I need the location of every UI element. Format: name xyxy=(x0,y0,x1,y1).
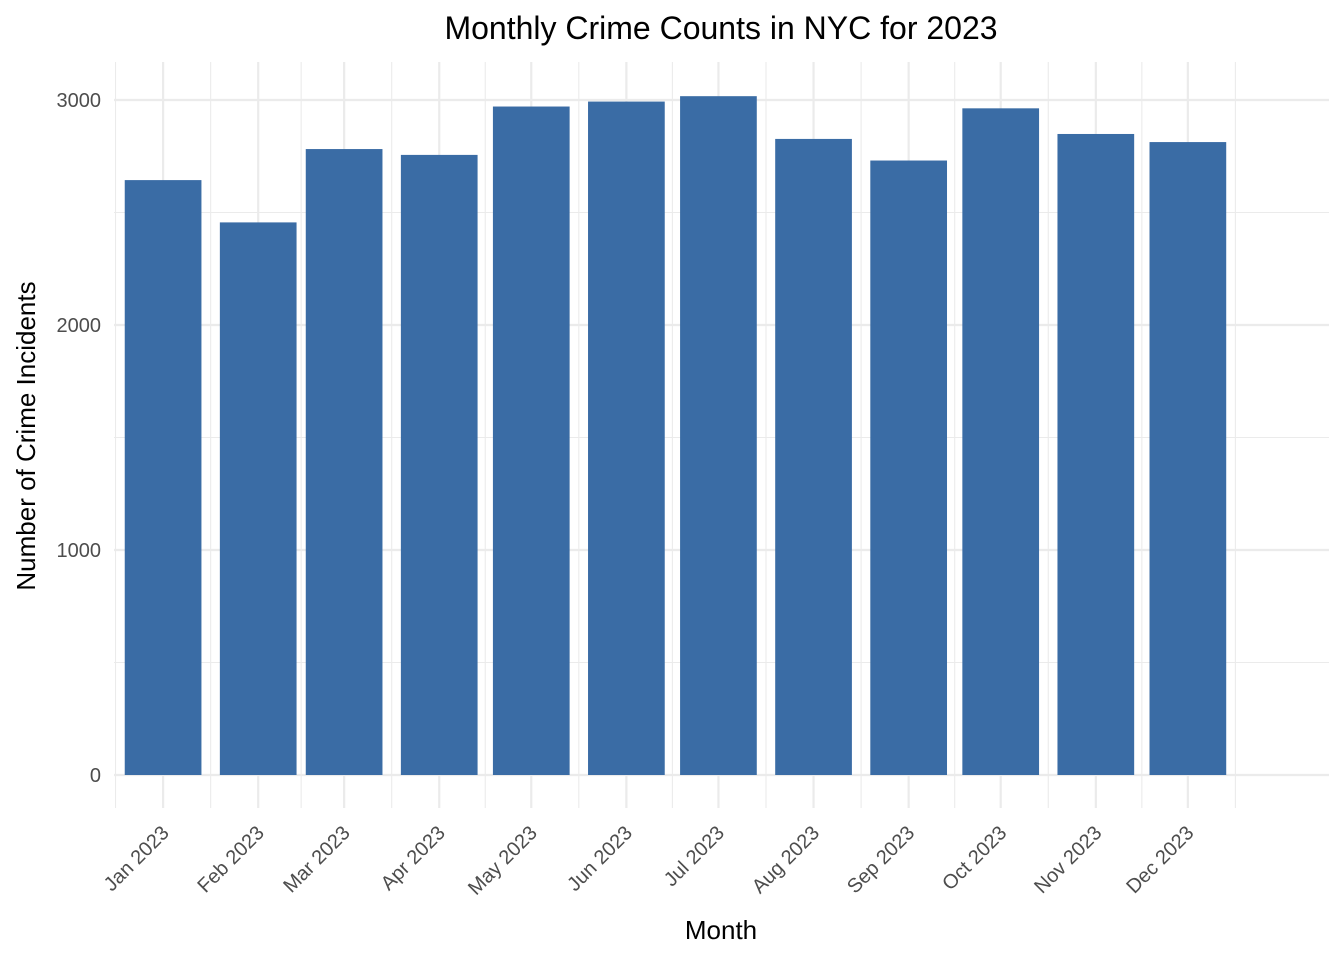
x-axis-tick-labels: Jan 2023 Feb 2023 Mar 2023 Apr 2023 May 2023… xyxy=(100,822,1199,900)
bars xyxy=(124,96,1227,776)
x-tick-label: Jan 2023 xyxy=(100,822,174,896)
bar-dec-2023 xyxy=(1149,142,1227,775)
bar-feb-2023 xyxy=(219,222,297,775)
y-tick-label: 1000 xyxy=(57,540,102,562)
bar-jan-2023 xyxy=(124,180,202,776)
bar-jul-2023 xyxy=(680,96,757,776)
x-tick-label: Jun 2023 xyxy=(563,822,637,896)
bar-aug-2023 xyxy=(775,138,852,776)
bar-may-2023 xyxy=(492,106,570,775)
bar-mar-2023 xyxy=(305,149,383,776)
x-tick-label: Feb 2023 xyxy=(193,822,268,897)
bar-oct-2023 xyxy=(962,108,1040,775)
bar-apr-2023 xyxy=(400,154,478,775)
x-tick-label: Oct 2023 xyxy=(938,822,1011,895)
x-tick-label: Jul 2023 xyxy=(660,822,729,891)
y-tick-label: 2000 xyxy=(57,315,102,337)
y-tick-label: 0 xyxy=(90,765,101,787)
x-axis-title: Month xyxy=(685,915,757,945)
x-tick-label: Apr 2023 xyxy=(377,822,450,895)
chart-title: Monthly Crime Counts in NYC for 2023 xyxy=(444,10,997,46)
x-tick-label: Dec 2023 xyxy=(1122,822,1198,898)
bar-nov-2023 xyxy=(1057,133,1135,776)
bar-jun-2023 xyxy=(588,101,665,775)
y-tick-label: 3000 xyxy=(57,90,102,112)
x-tick-label: Mar 2023 xyxy=(279,822,354,897)
x-tick-label: Nov 2023 xyxy=(1030,822,1106,898)
bar-sep-2023 xyxy=(870,160,948,775)
x-tick-label: Sep 2023 xyxy=(843,822,919,898)
y-axis-tick-labels: 0 1000 2000 3000 xyxy=(57,90,102,787)
x-tick-label: May 2023 xyxy=(464,822,542,900)
y-axis-title: Number of Crime Incidents xyxy=(11,281,41,590)
x-tick-label: Aug 2023 xyxy=(748,822,824,898)
